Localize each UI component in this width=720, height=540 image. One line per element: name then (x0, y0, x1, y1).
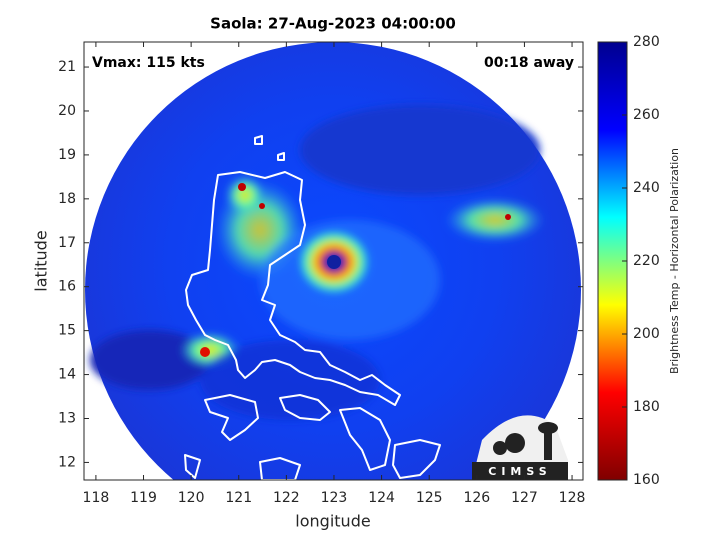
y-tick-label: 19 (58, 147, 76, 163)
x-tick-label: 120 (178, 490, 205, 506)
y-axis-label: latitude (32, 230, 51, 291)
x-tick-label: 124 (368, 490, 395, 506)
x-tick-label: 122 (273, 490, 300, 506)
x-tick-label: 118 (83, 490, 110, 506)
colorbar-tick-label: 160 (633, 472, 660, 488)
y-tick-label: 18 (58, 191, 76, 207)
colorbar-label: Brightness Temp - Horizontal Polarizatio… (668, 148, 681, 374)
x-tick-label: 126 (463, 490, 490, 506)
y-tick-label: 15 (58, 323, 76, 339)
colorbar-tick-label: 200 (633, 326, 660, 342)
colorbar-tick-label: 180 (633, 399, 660, 415)
annotation: Vmax: 115 kts (92, 55, 205, 71)
y-tick-label: 12 (58, 454, 76, 470)
logo-text: CIMSS (488, 465, 551, 478)
x-tick-label: 121 (225, 490, 252, 506)
x-tick-label: 123 (321, 490, 348, 506)
y-tick-label: 13 (58, 410, 76, 426)
x-tick-label: 125 (416, 490, 443, 506)
x-tick-label: 127 (511, 490, 538, 506)
y-tick-label: 16 (58, 279, 76, 295)
y-tick-label: 17 (58, 235, 76, 251)
colorbar-tick-label: 220 (633, 253, 660, 269)
y-tick-label: 20 (58, 103, 76, 119)
x-tick-label: 128 (559, 490, 586, 506)
chart-title: Saola: 27-Aug-2023 04:00:00 (210, 15, 456, 33)
y-tick-label: 21 (58, 59, 76, 75)
logo: CIMSS (472, 415, 568, 480)
colorbar-tick-label: 280 (633, 34, 660, 50)
y-tick-label: 14 (58, 367, 76, 383)
colorbar-tick-label: 240 (633, 180, 660, 196)
colorbar-tick-label: 260 (633, 107, 660, 123)
x-tick-label: 119 (130, 490, 157, 506)
satellite-image (85, 42, 581, 480)
x-axis-label: longitude (295, 512, 370, 531)
annotation: 00:18 away (484, 55, 574, 71)
